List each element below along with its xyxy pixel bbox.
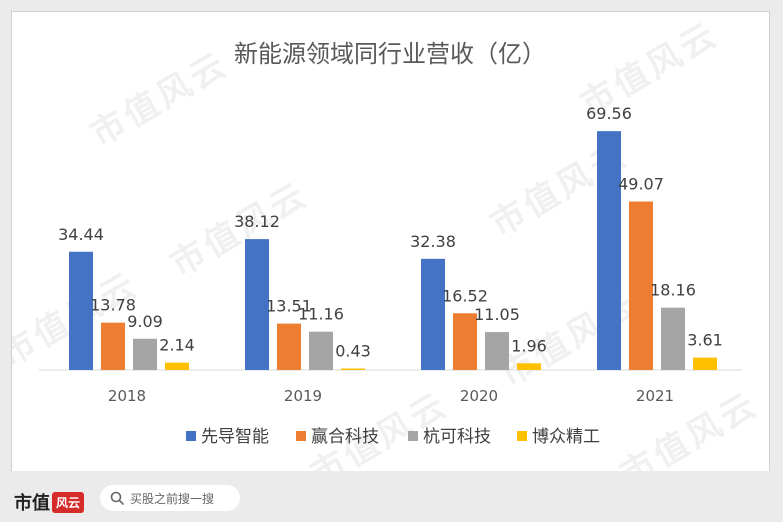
x-tick-label: 2019 <box>284 387 322 405</box>
bar <box>341 368 365 370</box>
x-tick-label: 2021 <box>636 387 674 405</box>
data-label: 49.07 <box>618 175 664 194</box>
legend-label: 先导智能 <box>201 427 269 447</box>
bar <box>661 307 685 370</box>
x-tick-label: 2020 <box>460 387 498 405</box>
bar <box>597 131 621 370</box>
brand-mark: 风云 <box>52 491 85 513</box>
data-label: 13.51 <box>266 297 312 316</box>
legend-swatch <box>517 431 527 441</box>
bar <box>165 362 189 370</box>
data-label: 34.44 <box>58 225 104 244</box>
data-label: 0.43 <box>335 342 371 361</box>
search-icon <box>110 491 124 505</box>
bar <box>133 338 157 370</box>
data-label: 11.05 <box>474 305 520 324</box>
bar <box>485 332 509 370</box>
legend-swatch <box>408 431 418 441</box>
bar <box>693 357 717 370</box>
brand-name: 市值 <box>14 493 50 514</box>
bar <box>245 239 269 370</box>
legend-label: 博众精工 <box>532 427 600 447</box>
data-label: 3.61 <box>687 331 723 350</box>
search-bar[interactable]: 买股之前搜一搜 <box>100 485 240 511</box>
bar <box>309 331 333 370</box>
bar <box>101 322 125 370</box>
chart-title: 新能源领域同行业营收（亿） <box>234 40 546 68</box>
data-label: 1.96 <box>511 336 547 355</box>
bar <box>69 251 93 370</box>
bars-group <box>69 131 717 370</box>
chart-card: 市值风云 市值风云 市值风云 市值风云 市值风云 市值风云 市值风云 市值风云 … <box>11 11 770 473</box>
data-label: 2.14 <box>159 336 195 355</box>
data-label: 16.52 <box>442 286 488 305</box>
bar <box>629 201 653 370</box>
bar <box>277 323 301 370</box>
data-label: 9.09 <box>127 312 163 331</box>
data-label: 11.16 <box>298 305 344 324</box>
legend-swatch <box>186 431 196 441</box>
footer-bar: 市值 风云 买股之前搜一搜 <box>0 471 783 522</box>
bar <box>453 313 477 370</box>
bar-chart: 新能源领域同行业营收（亿） 34.44 13.789.09 2.14 38.12 13.… <box>39 40 742 447</box>
data-label: 32.38 <box>410 232 456 251</box>
x-tick-labels: 2018 2019 2020 2021 <box>108 387 674 405</box>
data-label: 38.12 <box>234 212 280 231</box>
legend: 先导智能 赢合科技 杭可科技 博众精工 <box>186 427 600 447</box>
legend-label: 赢合科技 <box>311 427 379 447</box>
bar <box>517 363 541 370</box>
search-placeholder: 买股之前搜一搜 <box>130 491 215 506</box>
data-label: 13.78 <box>90 296 136 315</box>
x-tick-label: 2018 <box>108 387 146 405</box>
brand-logo[interactable]: 市值 风云 <box>14 489 85 515</box>
legend-label: 杭可科技 <box>423 427 491 447</box>
data-label: 18.16 <box>650 281 696 300</box>
legend-swatch <box>296 431 306 441</box>
bar <box>421 258 445 370</box>
data-label: 69.56 <box>586 104 632 123</box>
